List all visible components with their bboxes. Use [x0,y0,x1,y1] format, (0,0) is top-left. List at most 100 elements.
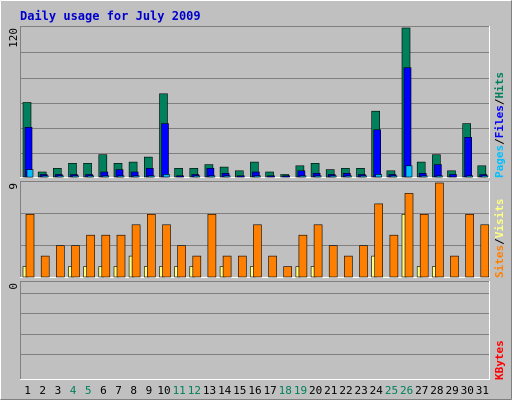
legend-entry: Sites [493,245,506,278]
bar-sites-day-30 [465,214,475,278]
bar-pages-day-3 [56,175,64,178]
bar-pages-day-10 [163,174,170,178]
bar-files-day-10 [161,123,169,178]
x-tick-label-day-15: 15 [233,384,246,397]
legend-entry: Pages [493,145,506,178]
bar-pages-day-30 [466,175,474,178]
bar-sites-day-24 [374,203,384,278]
x-tick-label-day-14: 14 [218,384,232,397]
bar-sites-day-21 [328,245,338,278]
bar-sites-day-26 [404,193,414,278]
x-tick-label-day-11: 11 [173,384,186,397]
legend-entry: / [493,138,506,145]
bar-sites-day-15 [238,255,247,278]
x-tick-label-day-9: 9 [146,384,153,397]
y-axis-max-label: 120 [7,28,20,48]
x-tick-label-day-19: 19 [294,384,307,397]
bar-files-day-17 [267,175,275,178]
bar-files-day-15 [237,175,245,178]
panel-kbytes: 0 KBytes [7,281,506,380]
bar-pages-day-31 [481,175,489,178]
bar-sites-day-31 [480,224,490,278]
bar-files-day-30 [464,137,473,178]
x-tick-label-day-26: 26 [400,384,413,397]
x-tick-label-day-2: 2 [39,384,46,397]
panel-legend: Pages/Files/Hits [493,72,506,178]
x-tick-label-day-22: 22 [339,384,352,397]
bar-pages-day-20 [314,175,322,178]
bar-sites-day-2 [40,255,50,278]
legend-entry: / [493,238,506,245]
bar-pages-day-24 [375,174,383,178]
x-tick-label-day-21: 21 [324,384,337,397]
panel-legend: Sites/Visits [493,199,506,279]
bar-pages-day-21 [329,175,337,178]
bar-pages-day-7 [117,175,125,178]
bar-pages-day-27 [420,175,428,178]
x-tick-label-day-29: 29 [445,384,458,397]
x-tick-label-day-13: 13 [203,384,216,397]
x-tick-label-day-7: 7 [115,384,122,397]
x-tick-label-day-8: 8 [130,384,137,397]
y-axis-max-label: 9 [7,183,20,190]
bar-sites-day-27 [419,214,429,278]
bar-sites-day-14 [222,255,232,278]
plot-layer: 120Pages/Files/Hits9Sites/Visits0KBytes1… [7,26,506,397]
bar-sites-day-29 [450,255,459,278]
bar-files-day-28 [434,164,442,178]
bar-pages-day-4 [72,175,79,178]
bar-sites-day-10 [162,224,171,278]
bar-pages-day-8 [132,175,140,178]
bar-sites-day-18 [283,266,293,278]
bar-sites-day-8 [131,224,141,278]
bar-pages-day-1 [26,169,34,178]
bar-files-day-26 [403,67,412,178]
panel-visits-sites: 9 Sites/Visits [7,181,506,278]
bar-pages-day-25 [390,175,398,178]
x-tick-label-day-16: 16 [248,384,261,397]
legend-entry: KBytes [493,340,506,380]
bar-sites-day-16 [253,224,262,278]
legend-entry: / [493,98,506,105]
bar-pages-day-26 [405,165,413,178]
bar-sites-day-1 [25,214,35,278]
bar-pages-day-22 [345,175,352,178]
bar-pages-day-23 [360,175,367,178]
bar-sites-day-4 [71,245,80,278]
panel-background [20,281,490,380]
panel-background [20,26,490,178]
x-tick-label-day-6: 6 [100,384,107,397]
x-tick-label-day-27: 27 [415,384,428,397]
bar-sites-day-13 [207,214,217,278]
panel-legend: KBytes [493,340,506,380]
bar-files-day-11 [176,175,184,178]
bar-pages-day-16 [254,175,261,178]
y-axis-max-label: 0 [7,283,20,290]
x-tick-label-day-20: 20 [309,384,322,397]
bar-sites-day-19 [298,234,308,278]
x-tick-label-day-12: 12 [188,384,201,397]
bar-pages-day-5 [87,175,94,178]
bar-files-day-24 [373,129,382,178]
bar-pages-day-19 [299,175,307,178]
x-tick-label-day-18: 18 [279,384,292,397]
bar-sites-day-12 [192,255,202,278]
x-tick-label-day-5: 5 [85,384,92,397]
x-tick-label-day-25: 25 [385,384,398,397]
bar-sites-day-25 [389,234,399,278]
bar-sites-day-11 [177,245,186,278]
x-tick-label-day-31: 31 [476,384,489,397]
x-tick-label-day-4: 4 [70,384,77,397]
bar-pages-day-2 [41,175,49,178]
bar-files-day-29 [449,174,457,178]
bar-pages-day-12 [193,175,201,178]
bar-sites-day-23 [359,245,368,278]
chart-title: Daily usage for July 2009 [20,9,201,23]
x-tick-label-day-1: 1 [24,384,31,397]
bar-pages-day-6 [102,175,110,178]
bar-sites-day-28 [435,182,444,278]
bar-files-day-18 [282,175,291,178]
bar-sites-day-6 [101,234,111,278]
bar-sites-day-17 [268,255,277,278]
